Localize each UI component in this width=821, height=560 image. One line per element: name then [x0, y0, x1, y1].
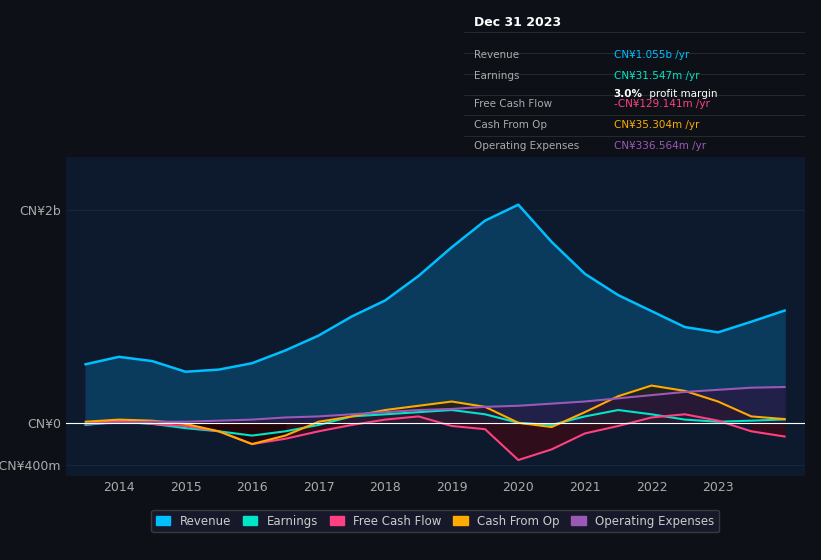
- Text: -CN¥129.141m /yr: -CN¥129.141m /yr: [614, 99, 709, 109]
- Text: CN¥1.055b /yr: CN¥1.055b /yr: [614, 50, 689, 60]
- Text: Dec 31 2023: Dec 31 2023: [474, 16, 562, 29]
- Text: Revenue: Revenue: [474, 50, 519, 60]
- Text: CN¥31.547m /yr: CN¥31.547m /yr: [614, 71, 699, 81]
- Legend: Revenue, Earnings, Free Cash Flow, Cash From Op, Operating Expenses: Revenue, Earnings, Free Cash Flow, Cash …: [151, 510, 719, 533]
- Text: 3.0%: 3.0%: [614, 88, 643, 99]
- Text: Cash From Op: Cash From Op: [474, 120, 547, 130]
- Text: Free Cash Flow: Free Cash Flow: [474, 99, 553, 109]
- Text: Earnings: Earnings: [474, 71, 520, 81]
- Text: CN¥35.304m /yr: CN¥35.304m /yr: [614, 120, 699, 130]
- Text: profit margin: profit margin: [646, 88, 718, 99]
- Text: CN¥336.564m /yr: CN¥336.564m /yr: [614, 141, 706, 151]
- Text: Operating Expenses: Operating Expenses: [474, 141, 580, 151]
